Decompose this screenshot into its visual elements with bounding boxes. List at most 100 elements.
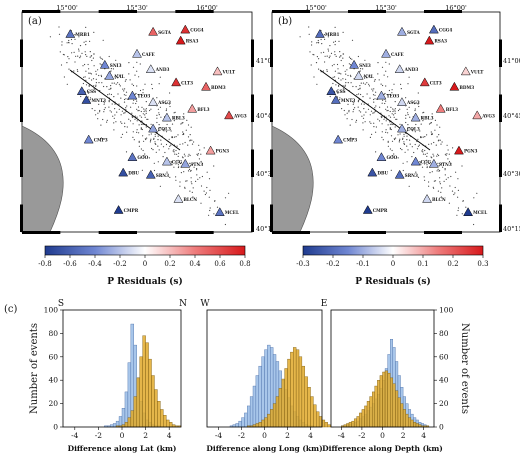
seismicity-dot (132, 136, 134, 138)
seismicity-dot (430, 143, 432, 145)
seismicity-dot (209, 209, 211, 212)
seismicity-dot (203, 147, 205, 149)
seismicity-dot (350, 82, 352, 84)
seismicity-dot (113, 122, 115, 124)
seismicity-dot (317, 39, 319, 42)
seismicity-dot (120, 136, 122, 138)
seismicity-dot (123, 98, 126, 101)
seismicity-dot (430, 122, 432, 124)
seismicity-dot (342, 78, 344, 80)
seismicity-dot (373, 112, 375, 114)
seismicity-dot (107, 94, 109, 96)
frame-scale-bar (424, 10, 462, 13)
seismicity-dot (329, 55, 331, 57)
seismicity-dot (175, 176, 177, 178)
map-b-lat-tick-0: 41°00' (503, 57, 520, 65)
seismicity-dot (173, 166, 175, 168)
seismicity-dot (402, 162, 404, 164)
seismicity-dot (320, 52, 322, 54)
seismicity-dot (110, 70, 112, 72)
map-b-panel-label: (b) (278, 16, 292, 27)
seismicity-dot (444, 174, 446, 176)
seismicity-dot (188, 153, 190, 155)
station-triangle (424, 35, 435, 45)
seismicity-dot (143, 155, 145, 157)
seismicity-dot (326, 55, 328, 57)
seismicity-dot (139, 115, 141, 117)
seismicity-dot (84, 63, 86, 66)
seismicity-dot (369, 74, 371, 76)
seismicity-dot (342, 88, 344, 90)
seismicity-dot (152, 149, 154, 151)
seismicity-dot (156, 97, 158, 99)
seismicity-dot (436, 124, 438, 126)
seismicity-dot (157, 145, 159, 147)
station-label: BLCN (432, 197, 446, 202)
station-label: COL3 (407, 127, 420, 132)
seismicity-dot (74, 61, 76, 63)
seismicity-dot (201, 163, 203, 165)
seismicity-dot (183, 153, 185, 155)
seismicity-dot (422, 136, 424, 138)
seismicity-dot (411, 156, 413, 158)
seismicity-dot (85, 70, 87, 72)
seismicity-dot (108, 93, 110, 95)
colorbar-b: -0.3 -0.2 -0.1 0 0.1 0.2 0.3 P Residuals (s) (296, 245, 489, 287)
seismicity-dot (123, 90, 125, 92)
seismicity-dot (200, 185, 203, 187)
histogram-bar (145, 342, 149, 428)
seismicity-dot (352, 111, 354, 113)
seismicity-dot (198, 144, 200, 146)
seismicity-dot (334, 54, 336, 56)
seismicity-dot (196, 169, 198, 171)
seismicity-dot (418, 105, 420, 108)
seismicity-dot (163, 130, 165, 132)
seismicity-dot (136, 85, 138, 87)
seismicity-dot (345, 73, 347, 75)
frame-scale-bar (98, 231, 137, 234)
seismicity-dot (326, 70, 328, 72)
histogram-bar (379, 375, 383, 428)
frame-scale-bar (251, 39, 254, 67)
seismicity-dot (375, 105, 377, 107)
seismicity-dot (104, 107, 106, 109)
direction-label-right: E (321, 299, 328, 309)
seismicity-dot (399, 133, 401, 135)
seismicity-dot (188, 162, 190, 164)
seismicity-dot (228, 192, 230, 194)
seismicity-dot (158, 112, 160, 114)
seismicity-dot (145, 126, 147, 128)
seismicity-dot (189, 134, 191, 136)
station-label: RSA3 (434, 39, 447, 44)
seismicity-dot (200, 202, 202, 204)
seismicity-dot (357, 100, 360, 102)
histogram-bar (287, 358, 291, 428)
seismicity-dot (408, 106, 410, 108)
seismicity-dot (441, 187, 443, 189)
seismicity-dot (473, 223, 475, 226)
station-label: CAFE (391, 52, 404, 57)
seismicity-dot (78, 36, 80, 38)
seismicity-dot (102, 118, 104, 121)
seismicity-dot (357, 88, 359, 90)
seismicity-dot (426, 155, 428, 157)
seismicity-dot (404, 151, 406, 153)
seismicity-dot (360, 111, 362, 113)
seismicity-dot (434, 129, 436, 131)
seismicity-dot (79, 57, 81, 59)
histogram-bar (413, 422, 417, 428)
seismicity-dot (362, 96, 364, 98)
station-label: GOO (386, 155, 397, 160)
seismicity-dot (156, 117, 158, 119)
station-label: RBL3 (421, 116, 434, 121)
seismicity-dot (178, 152, 180, 154)
seismicity-dot (140, 148, 142, 150)
seismicity-dot (340, 73, 342, 75)
seismicity-dot (362, 122, 364, 124)
histogram-bar (127, 417, 132, 428)
station-triangle (173, 193, 184, 203)
seismicity-dot (357, 101, 359, 103)
y-axis-label: Number of events (29, 323, 40, 414)
seismicity-dot (457, 209, 459, 212)
seismicity-dot (93, 88, 95, 90)
